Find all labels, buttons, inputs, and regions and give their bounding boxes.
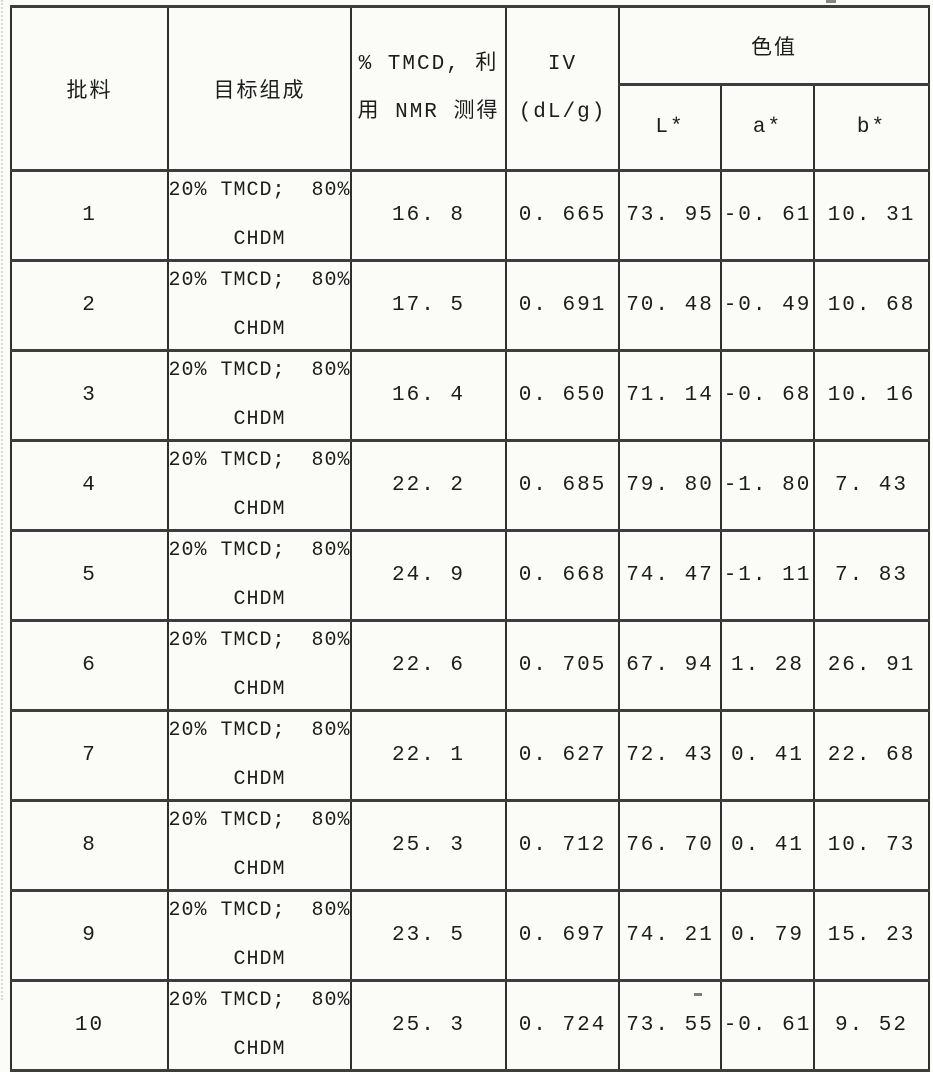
iv-cell: 0. 705 (505, 619, 620, 712)
batch-cell: 5 (10, 529, 169, 622)
l-cell: 74. 47 (618, 529, 722, 622)
table-body: 1 20% TMCD; 80% CHDM 16. 8 0. 665 73. 95 -0. 6… (10, 169, 930, 1072)
b-cell: 7. 43 (813, 439, 930, 532)
composition-cell: 20% TMCD; 80% CHDM (167, 349, 352, 442)
l-cell: 72. 43 (618, 709, 722, 802)
l-cell: 73. 55 (618, 979, 722, 1072)
composition-cell: 20% TMCD; 80% CHDM (167, 529, 352, 622)
iv-cell: 0. 650 (505, 349, 620, 442)
iv-cell: 0. 668 (505, 529, 620, 622)
table-row: 5 20% TMCD; 80% CHDM 24. 9 0. 668 74. 47 -1. 1… (10, 529, 930, 622)
batch-cell: 1 (10, 169, 169, 262)
iv-cell: 0. 724 (505, 979, 620, 1072)
header-iv: IV (dL/g) (505, 5, 620, 172)
tmcd-cell: 23. 5 (350, 889, 507, 982)
a-cell: -0. 61 (720, 979, 815, 1072)
iv-cell: 0. 665 (505, 169, 620, 262)
a-cell: -0. 49 (720, 259, 815, 352)
composition-cell: 20% TMCD; 80% CHDM (167, 979, 352, 1072)
header-b-star: b* (813, 83, 930, 172)
b-cell: 15. 23 (813, 889, 930, 982)
batch-cell: 6 (10, 619, 169, 712)
batch-cell: 2 (10, 259, 169, 352)
patent-data-table: 批料 目标组成 % TMCD, 利 用 NMR 测得 IV (dL/g) 色值 … (10, 4, 930, 1072)
l-cell: 67. 94 (618, 619, 722, 712)
scan-artifact-left-edge (1, 0, 3, 1000)
table-row: 1 20% TMCD; 80% CHDM 16. 8 0. 665 73. 95 -0. 6… (10, 169, 930, 262)
tmcd-cell: 22. 2 (350, 439, 507, 532)
header-row-2: L* a* b* (11, 83, 930, 172)
a-cell: -0. 68 (720, 349, 815, 442)
header-tmcd: % TMCD, 利 用 NMR 测得 (350, 5, 507, 172)
b-cell: 10. 31 (813, 169, 930, 262)
header-a-star: a* (720, 83, 815, 172)
batch-cell: 10 (10, 979, 169, 1072)
a-cell: 1. 28 (720, 619, 815, 712)
composition-cell: 20% TMCD; 80% CHDM (167, 889, 352, 982)
batch-cell: 7 (10, 709, 169, 802)
a-cell: -1. 80 (720, 439, 815, 532)
b-cell: 10. 16 (813, 349, 930, 442)
a-cell: -0. 61 (720, 169, 815, 262)
header-iv-line1: IV (547, 53, 578, 76)
l-cell: 76. 70 (618, 799, 722, 892)
tmcd-cell: 22. 1 (350, 709, 507, 802)
a-cell: -1. 11 (720, 529, 815, 622)
table-row: 7 20% TMCD; 80% CHDM 22. 1 0. 627 72. 43 0. 41… (10, 709, 930, 802)
tmcd-cell: 25. 3 (350, 979, 507, 1072)
header-batch: 批料 (10, 5, 169, 172)
composition-cell: 20% TMCD; 80% CHDM (167, 709, 352, 802)
scan-artifact-top-dash (826, 0, 836, 3)
a-cell: 0. 79 (720, 889, 815, 982)
l-cell: 70. 48 (618, 259, 722, 352)
header-tmcd-line1: % TMCD, 利 (358, 53, 499, 76)
iv-cell: 0. 685 (505, 439, 620, 532)
b-cell: 26. 91 (813, 619, 930, 712)
composition-cell: 20% TMCD; 80% CHDM (167, 439, 352, 532)
b-cell: 9. 52 (813, 979, 930, 1072)
iv-cell: 0. 712 (505, 799, 620, 892)
table-row: 8 20% TMCD; 80% CHDM 25. 3 0. 712 76. 70 0. 41… (10, 799, 930, 892)
batch-cell: 3 (10, 349, 169, 442)
b-cell: 7. 83 (813, 529, 930, 622)
a-cell: 0. 41 (720, 709, 815, 802)
tmcd-cell: 16. 4 (350, 349, 507, 442)
l-cell: 73. 95 (618, 169, 722, 262)
tmcd-cell: 22. 6 (350, 619, 507, 712)
header-color-value: 色值 (618, 4, 930, 87)
batch-cell: 9 (10, 889, 169, 982)
table-row: 6 20% TMCD; 80% CHDM 22. 6 0. 705 67. 94 1. 28… (10, 619, 930, 712)
tmcd-cell: 25. 3 (350, 799, 507, 892)
header-l-star: L* (618, 83, 722, 172)
batch-cell: 4 (10, 439, 169, 532)
tmcd-cell: 16. 8 (350, 169, 507, 262)
b-cell: 10. 73 (813, 799, 930, 892)
header-row-1: 批料 目标组成 % TMCD, 利 用 NMR 测得 IV (dL/g) 色值 (10, 4, 930, 172)
l-cell: 74. 21 (618, 889, 722, 982)
table-row: 4 20% TMCD; 80% CHDM 22. 2 0. 685 79. 80 -1. 8… (10, 439, 930, 532)
l-cell: 79. 80 (618, 439, 722, 532)
a-cell: 0. 41 (720, 799, 815, 892)
table-row: 2 20% TMCD; 80% CHDM 17. 5 0. 691 70. 48 -0. 4… (10, 259, 930, 352)
b-cell: 10. 68 (813, 259, 930, 352)
iv-cell: 0. 697 (505, 889, 620, 982)
tmcd-cell: 17. 5 (350, 259, 507, 352)
header-tmcd-line2: 用 NMR 测得 (357, 101, 500, 124)
table-row: 10 20% TMCD; 80% CHDM 25. 3 0. 724 73. 55 -0. … (10, 979, 930, 1072)
batch-cell: 8 (10, 799, 169, 892)
table-header: 批料 目标组成 % TMCD, 利 用 NMR 测得 IV (dL/g) 色值 … (10, 4, 930, 172)
composition-cell: 20% TMCD; 80% CHDM (167, 799, 352, 892)
composition-cell: 20% TMCD; 80% CHDM (167, 169, 352, 262)
composition-cell: 20% TMCD; 80% CHDM (167, 259, 352, 352)
composition-cell: 20% TMCD; 80% CHDM (167, 619, 352, 712)
header-iv-line2: (dL/g) (518, 101, 607, 124)
iv-cell: 0. 627 (505, 709, 620, 802)
b-cell: 22. 68 (813, 709, 930, 802)
l-cell: 71. 14 (618, 349, 722, 442)
header-composition: 目标组成 (167, 5, 352, 172)
iv-cell: 0. 691 (505, 259, 620, 352)
table-row: 9 20% TMCD; 80% CHDM 23. 5 0. 697 74. 21 0. 79… (10, 889, 930, 982)
table-row: 3 20% TMCD; 80% CHDM 16. 4 0. 650 71. 14 -0. 6… (10, 349, 930, 442)
tmcd-cell: 24. 9 (350, 529, 507, 622)
